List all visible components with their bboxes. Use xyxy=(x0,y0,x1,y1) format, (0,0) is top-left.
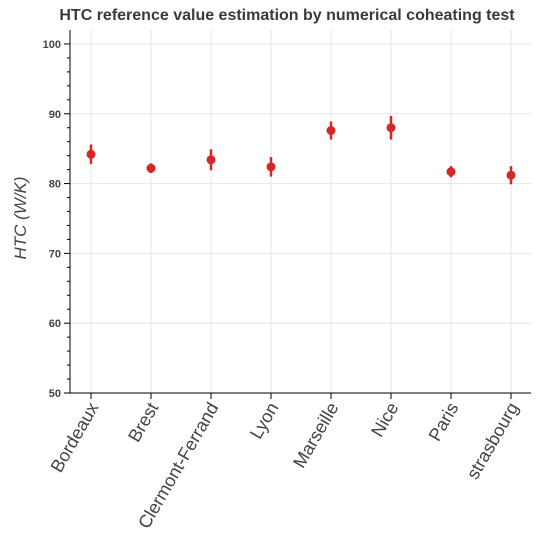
x-tick-label: Paris xyxy=(425,399,463,445)
data-point xyxy=(326,126,336,136)
y-tick-label: 80 xyxy=(49,179,61,191)
y-tick-label: 50 xyxy=(49,388,61,400)
x-tick-label: strasbourg xyxy=(463,399,523,483)
data-point xyxy=(386,123,396,133)
x-tick-label: Bordeaux xyxy=(47,399,103,476)
x-tick-label: Nice xyxy=(367,399,402,440)
y-tick-label: 70 xyxy=(49,248,61,260)
y-tick-label: 90 xyxy=(49,109,61,121)
x-tick-label: Marseille xyxy=(289,399,342,471)
data-point xyxy=(506,170,516,180)
y-axis-label: HTC (W/K) xyxy=(11,176,30,259)
data-point xyxy=(266,162,276,172)
data-marks xyxy=(86,115,516,185)
data-point xyxy=(446,167,456,177)
chart-title: HTC reference value estimation by numeri… xyxy=(59,7,515,24)
x-tick-label: Lyon xyxy=(246,399,283,442)
data-point xyxy=(86,149,96,159)
y-tick-label: 60 xyxy=(49,318,61,330)
y-ticks: 50 60 70 80 90 100 xyxy=(43,39,61,400)
y-tick-label: 100 xyxy=(43,39,61,51)
axes xyxy=(64,30,531,399)
data-point xyxy=(206,155,216,165)
x-tick-label: Brest xyxy=(124,399,162,445)
data-point xyxy=(146,163,156,173)
grid xyxy=(70,30,531,394)
